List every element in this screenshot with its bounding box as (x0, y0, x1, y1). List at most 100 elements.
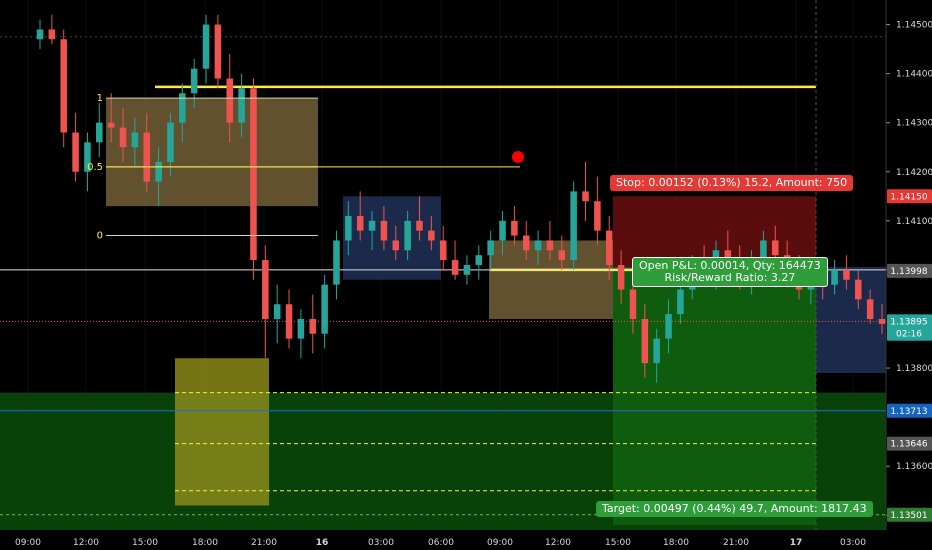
candle-body-20 (273, 304, 281, 319)
x-tick-label-2: 15:00 (132, 538, 158, 548)
candle-body-48 (605, 230, 613, 265)
candle-body-51 (641, 318, 649, 364)
x-tick-label-9: 12:00 (545, 538, 571, 548)
price-tag-0: 1.14150 (890, 192, 927, 202)
fib-label-1: 0.5 (87, 162, 103, 173)
candle-body-2 (60, 39, 67, 133)
pnl-line1: Open P&L: 0.00014, Qty: 164473 (639, 259, 821, 272)
candle-body-24 (321, 284, 328, 334)
candle-body-16 (226, 78, 234, 123)
x-tick-label-10: 15:00 (605, 538, 631, 548)
candle-body-23 (309, 318, 317, 334)
candle-body-70 (866, 299, 874, 319)
candle-body-22 (297, 318, 305, 339)
candle-body-29 (380, 220, 388, 241)
candle-body-47 (594, 201, 601, 231)
target-label: Target: 0.00497 (0.44%) 49.7, Amount: 18… (596, 501, 873, 517)
price-tag-bg-6 (887, 507, 932, 522)
candle-body-44 (558, 250, 566, 261)
x-tick-label-5: 16 (316, 538, 329, 548)
candle-body-0 (36, 29, 44, 40)
y-tick-label-0: 1.14500 (896, 21, 932, 31)
candle-body-21 (285, 304, 293, 339)
price-tags: 1.14150 1.13998 1.13895 02:16 1.13713 1.13646… (887, 189, 932, 522)
x-tick-label-0: 09:00 (15, 538, 41, 548)
candle-body-3 (72, 132, 79, 172)
price-tag-bg-3 (887, 326, 932, 341)
candle-body-54 (677, 289, 684, 315)
candle-body-37 (475, 255, 483, 265)
candle-body-18 (250, 88, 257, 261)
price-tag-bg-5 (887, 436, 932, 451)
candle-body-49 (617, 265, 625, 290)
candle-body-43 (546, 240, 554, 251)
candle-body-4 (84, 142, 91, 172)
time-axis[interactable] (0, 530, 932, 550)
candle-body-67 (831, 269, 838, 285)
rect-box-4 (175, 358, 269, 506)
time-axis-labels: 09:00 12:00 15:00 18:00 21:00 16 03:00 06:00 09:… (15, 538, 866, 548)
candle-body-41 (522, 235, 530, 251)
candle-body-34 (439, 240, 447, 261)
x-tick-label-11: 18:00 (663, 538, 689, 548)
candle-body-32 (416, 220, 423, 231)
y-tick-label-3: 1.14200 (896, 168, 932, 178)
candle-body-71 (878, 318, 886, 324)
y-tick-label-6: 1.13800 (896, 364, 932, 374)
candle-body-52 (653, 338, 660, 364)
candle-body-14 (202, 24, 210, 69)
x-tick-label-14: 03:00 (840, 538, 866, 548)
price-tag-5: 1.13646 (890, 440, 927, 450)
price-tag-3: 02:16 (896, 330, 922, 340)
candle-body-39 (499, 220, 506, 241)
fib-label-0: 1 (97, 93, 103, 104)
candle-body-12 (179, 93, 186, 123)
y-tick-label-2: 1.14300 (896, 119, 932, 129)
x-tick-label-12: 21:00 (723, 538, 749, 548)
candle-body-53 (665, 314, 672, 339)
candle-body-17 (238, 88, 245, 123)
pnl-line2: Risk/Reward Ratio: 3.27 (664, 271, 796, 284)
candle-body-69 (855, 279, 862, 300)
y-tick-label-1: 1.14400 (896, 70, 932, 80)
rect-box-2 (343, 196, 441, 280)
fib-label-2: 0 (97, 231, 103, 242)
fib-retracement: 10.50 (87, 93, 520, 242)
candle-body-26 (345, 215, 352, 241)
candle-body-9 (143, 132, 150, 182)
candle-body-25 (333, 240, 340, 285)
candle-body-27 (356, 215, 364, 231)
price-tag-bg-4 (887, 403, 932, 418)
candle-body-42 (534, 240, 542, 251)
price-tag-bg-0 (887, 189, 932, 204)
price-tag-4: 1.13713 (890, 407, 927, 417)
candle-body-35 (451, 260, 459, 275)
x-tick-label-6: 03:00 (368, 538, 394, 548)
y-tick-label-4: 1.14100 (896, 217, 932, 227)
candle-body-8 (131, 132, 139, 148)
candle-body-31 (404, 220, 411, 251)
pnl-label: Open P&L: 0.00014, Qty: 164473 Risk/Rewa… (632, 257, 828, 287)
candle-body-68 (843, 269, 850, 280)
x-tick-label-13: 17 (790, 538, 803, 548)
candle-body-1 (48, 29, 56, 40)
candle-body-19 (262, 260, 269, 319)
candle-body-45 (570, 191, 577, 261)
candle-body-61 (760, 240, 767, 261)
price-tag-2: 1.13895 (890, 317, 927, 327)
candle-body-15 (214, 24, 222, 79)
target-zone (613, 266, 816, 525)
candle-body-11 (167, 122, 174, 162)
x-tick-label-7: 06:00 (428, 538, 454, 548)
rect-box-1 (106, 98, 318, 207)
candle-body-46 (582, 191, 589, 202)
candle-body-62 (772, 240, 779, 256)
candle-body-30 (392, 240, 400, 251)
y-tick-label-7: 1.13600 (896, 462, 932, 472)
candle-body-28 (368, 220, 376, 231)
candle-body-38 (487, 240, 494, 256)
candle-body-5 (96, 122, 103, 143)
price-tag-1: 1.13998 (890, 267, 927, 277)
candle-body-58 (724, 250, 732, 261)
candle-body-6 (107, 122, 115, 128)
